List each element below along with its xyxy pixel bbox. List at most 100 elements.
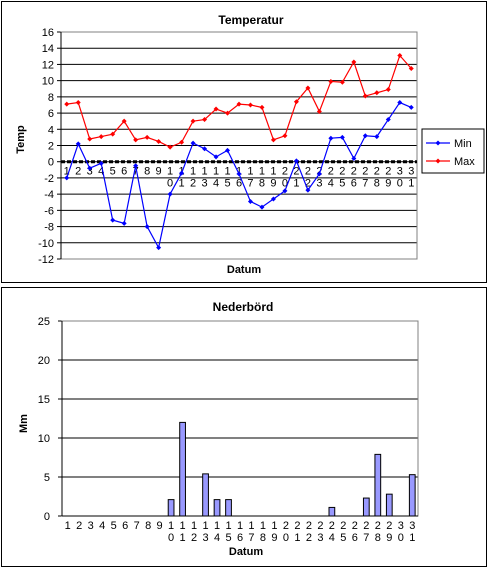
data-point-min (408, 104, 414, 110)
data-point-min (179, 170, 185, 176)
data-point-min (98, 160, 104, 166)
x-tick-label: 6 (122, 520, 128, 532)
data-point-min (328, 135, 334, 141)
x-tick-label: 3 (87, 166, 93, 178)
bar (213, 499, 221, 517)
bar (202, 473, 209, 517)
data-point-max (328, 78, 334, 84)
y-tick-label: 8 (48, 92, 54, 104)
x-tick-label: 2 (76, 520, 82, 532)
data-point-max (247, 102, 253, 108)
legend-label-max: Max (454, 156, 475, 168)
data-point-max (270, 137, 276, 143)
bar (374, 453, 382, 517)
data-point-min (87, 165, 93, 171)
bar (179, 421, 186, 517)
data-point-min (225, 147, 231, 153)
data-point-max (87, 136, 93, 142)
bar (385, 493, 393, 517)
x-tick-label: 4 (98, 166, 104, 178)
data-point-max (202, 117, 208, 123)
y-tick-label: -8 (44, 222, 54, 234)
x-tick-label: 2 (75, 166, 81, 178)
data-point-max (156, 138, 162, 144)
bar (362, 497, 370, 517)
data-point-min (167, 191, 173, 197)
x-tick-label: 9 (156, 166, 162, 178)
data-point-min (64, 175, 70, 181)
chart-title: Temperatur (218, 13, 283, 27)
data-point-max (385, 87, 391, 93)
y-tick-label: 25 (38, 316, 50, 328)
y-tick-label: 15 (38, 394, 50, 406)
bar (408, 474, 416, 517)
data-point-min (316, 171, 322, 177)
data-point-max (121, 118, 127, 124)
legend: Min Max (421, 128, 485, 174)
plot-area (61, 320, 419, 517)
y-tick-label: 0 (48, 157, 54, 169)
y-tick-label: 10 (42, 76, 54, 88)
data-point-max (144, 134, 150, 140)
bar (225, 499, 232, 517)
data-point-max (397, 53, 403, 59)
data-point-min (282, 188, 288, 194)
data-point-max (374, 90, 380, 96)
precipitation-chart-panel: Nederbörd 0 5 10 15 20 25 1 2 3 4 5 6 7 8 9 1 0 1 1 1 2 1 3 1 4 1 5… (1, 287, 487, 567)
data-point-max (339, 79, 345, 85)
y-tick-label: 20 (38, 355, 50, 367)
x-tick-label: 9 (157, 520, 163, 532)
x-tick-label: 4 (99, 520, 105, 532)
data-point-min (190, 140, 196, 146)
data-point-max (316, 108, 322, 114)
bar (328, 506, 336, 517)
data-point-max (305, 85, 311, 91)
data-point-min (259, 204, 265, 210)
y-tick-label: 14 (42, 43, 54, 55)
series-line-max (66, 54, 412, 148)
data-point-max (179, 139, 185, 145)
data-point-max (259, 104, 265, 110)
data-point-min (133, 163, 139, 169)
y-tick-label: -10 (38, 238, 54, 250)
x-tick-label: 8 (145, 520, 151, 532)
data-point-max (75, 100, 81, 106)
data-point-max (167, 144, 173, 150)
data-point-max (408, 65, 414, 71)
chart-title: Nederbörd (213, 300, 274, 314)
data-point-min (293, 158, 299, 164)
data-point-max (190, 118, 196, 124)
y-tick-label: 16 (42, 27, 54, 39)
y-axis-title: Mm (18, 414, 30, 433)
legend-marker-min (435, 140, 441, 146)
data-point-max (64, 101, 70, 107)
y-tick-label: 6 (48, 108, 54, 120)
data-point-min (270, 196, 276, 202)
data-point-max (225, 110, 231, 116)
data-point-min (385, 117, 391, 123)
temperature-chart-panel: Temperatur -12 -10 -8 -6 -4 -2 0 2 4 6 8 10 12 14 16 1 2 3… (1, 1, 487, 283)
x-tick-label: 5 (110, 166, 116, 178)
